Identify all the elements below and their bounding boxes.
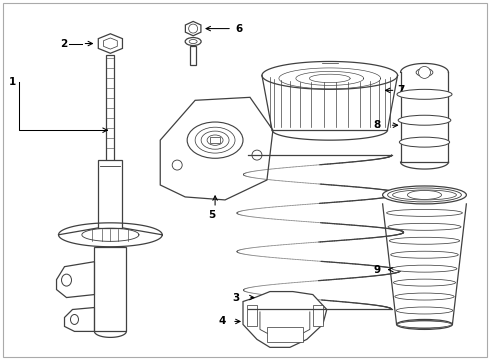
Text: 5: 5 [208, 210, 215, 220]
Circle shape [172, 160, 182, 170]
Ellipse shape [388, 223, 461, 230]
Ellipse shape [397, 321, 451, 328]
Ellipse shape [395, 293, 454, 300]
Ellipse shape [396, 307, 453, 314]
Ellipse shape [71, 315, 78, 324]
FancyBboxPatch shape [247, 305, 257, 327]
Ellipse shape [400, 320, 448, 328]
Ellipse shape [392, 190, 456, 200]
Polygon shape [98, 34, 122, 53]
Ellipse shape [195, 127, 235, 153]
Ellipse shape [392, 265, 457, 272]
Ellipse shape [387, 210, 463, 216]
Ellipse shape [201, 131, 229, 149]
Polygon shape [56, 262, 95, 298]
Ellipse shape [393, 279, 456, 286]
Ellipse shape [62, 274, 72, 286]
Polygon shape [103, 38, 117, 49]
Text: 8: 8 [374, 120, 381, 130]
Text: 3: 3 [232, 293, 239, 302]
Text: 7: 7 [397, 85, 405, 95]
Polygon shape [243, 292, 327, 347]
Text: 1: 1 [9, 77, 16, 87]
Ellipse shape [207, 135, 223, 145]
Circle shape [418, 67, 431, 78]
Ellipse shape [396, 319, 452, 329]
Ellipse shape [397, 89, 452, 99]
Text: 6: 6 [235, 24, 242, 33]
Ellipse shape [390, 237, 460, 244]
FancyBboxPatch shape [210, 137, 220, 143]
Ellipse shape [408, 190, 441, 199]
Polygon shape [185, 21, 201, 36]
Text: 4: 4 [218, 316, 225, 327]
Polygon shape [260, 311, 310, 337]
Ellipse shape [388, 188, 462, 202]
Circle shape [189, 24, 197, 33]
Text: 2: 2 [61, 39, 68, 49]
Ellipse shape [187, 122, 243, 158]
Ellipse shape [399, 137, 450, 147]
FancyBboxPatch shape [106, 55, 114, 170]
FancyBboxPatch shape [313, 305, 323, 327]
FancyBboxPatch shape [95, 247, 126, 332]
Ellipse shape [383, 186, 466, 204]
Text: 9: 9 [374, 265, 381, 275]
FancyBboxPatch shape [267, 328, 303, 342]
FancyBboxPatch shape [98, 160, 122, 228]
Ellipse shape [185, 37, 201, 45]
Circle shape [252, 150, 262, 160]
Polygon shape [160, 97, 273, 200]
Polygon shape [65, 307, 95, 332]
Ellipse shape [416, 68, 433, 76]
Ellipse shape [398, 115, 451, 125]
FancyBboxPatch shape [190, 45, 196, 66]
Ellipse shape [189, 40, 197, 44]
Ellipse shape [391, 251, 458, 258]
